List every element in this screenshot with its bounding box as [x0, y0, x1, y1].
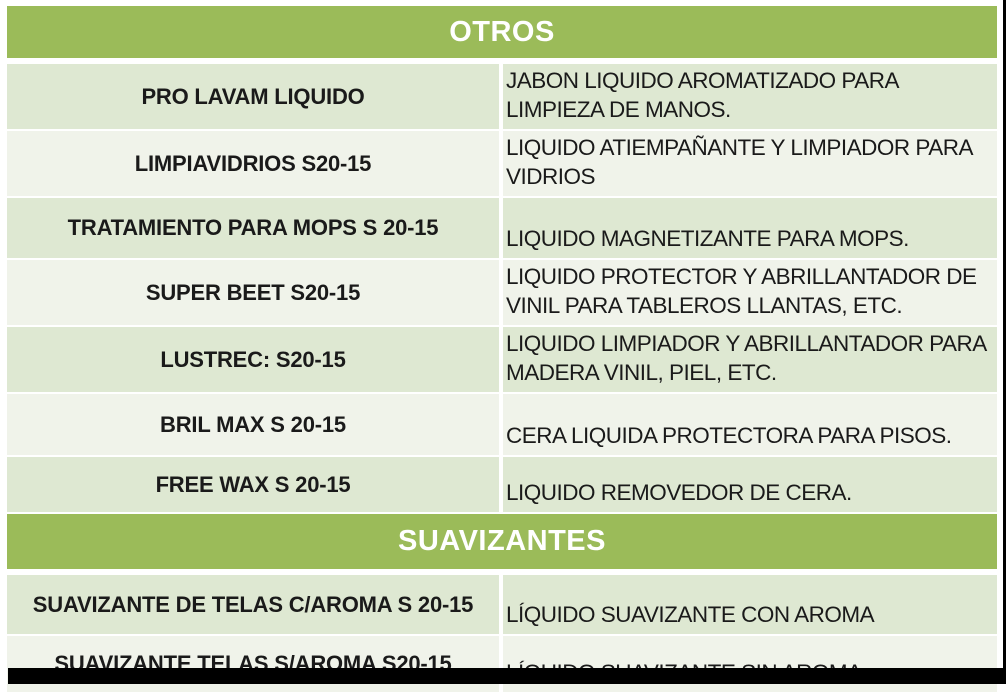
table-row: SUAVIZANTE DE TELAS C/AROMA S 20-15 LÍQU… [7, 575, 997, 634]
product-name-cell: PRO LAVAM LIQUIDO [7, 64, 499, 129]
table-row: SUAVIZANTE TELAS S/AROMA S20-15 LÍQUIDO … [7, 636, 997, 692]
section-header-otros: OTROS [7, 6, 997, 58]
product-name-cell: LIMPIAVIDRIOS S20-15 [7, 131, 499, 196]
product-name-cell: TRATAMIENTO PARA MOPS S 20-15 [7, 198, 499, 258]
table-row: BRIL MAX S 20-15 CERA LIQUIDA PROTECTORA… [7, 394, 997, 455]
screenshot-right-edge-bar [1003, 0, 1006, 684]
product-description-cell: LIQUIDO REMOVEDOR DE CERA. [503, 457, 997, 512]
table-row: LUSTREC: S20-15 LIQUIDO LIMPIADOR Y ABRI… [7, 327, 997, 392]
product-description-cell: CERA LIQUIDA PROTECTORA PARA PISOS. [503, 394, 997, 455]
product-name-cell: SUAVIZANTE DE TELAS C/AROMA S 20-15 [7, 575, 499, 634]
screenshot-bottom-edge-bar [8, 668, 1006, 684]
product-description-cell: LIQUIDO MAGNETIZANTE PARA MOPS. [503, 198, 997, 258]
table-row: SUPER BEET S20-15 LIQUIDO PROTECTOR Y AB… [7, 260, 997, 325]
product-description-cell: JABON LIQUIDO AROMATIZADO PARA LIMPIEZA … [503, 64, 997, 129]
product-description-cell: LÍQUIDO SUAVIZANTE CON AROMA [503, 575, 997, 634]
product-table: OTROS PRO LAVAM LIQUIDO JABON LIQUIDO AR… [7, 6, 997, 694]
table-row: PRO LAVAM LIQUIDO JABON LIQUIDO AROMATIZ… [7, 64, 997, 129]
section-header-suavizantes: SUAVIZANTES [7, 514, 997, 569]
product-description: LIQUIDO REMOVEDOR DE CERA. [506, 480, 852, 505]
table-row: FREE WAX S 20-15 LIQUIDO REMOVEDOR DE CE… [7, 457, 997, 512]
product-name-cell: LUSTREC: S20-15 [7, 327, 499, 392]
table-row: TRATAMIENTO PARA MOPS S 20-15 LIQUIDO MA… [7, 198, 997, 258]
product-description: LIQUIDO MAGNETIZANTE PARA MOPS. [506, 226, 909, 251]
table-row: LIMPIAVIDRIOS S20-15 LIQUIDO ATIEMPAÑANT… [7, 131, 997, 196]
product-description: LIQUIDO ATIEMPAÑANTE Y LIMPIADOR PARA VI… [506, 135, 972, 189]
product-description: LIQUIDO LIMPIADOR Y ABRILLANTADOR PARA M… [506, 331, 986, 385]
product-description: CERA LIQUIDA PROTECTORA PARA PISOS. [506, 423, 952, 448]
product-name-cell: SUPER BEET S20-15 [7, 260, 499, 325]
product-name-cell: BRIL MAX S 20-15 [7, 394, 499, 455]
product-description-cell: LIQUIDO ATIEMPAÑANTE Y LIMPIADOR PARA VI… [503, 131, 997, 196]
product-name-cell: FREE WAX S 20-15 [7, 457, 499, 512]
product-description-cell: LIQUIDO LIMPIADOR Y ABRILLANTADOR PARA M… [503, 327, 997, 392]
product-description: JABON LIQUIDO AROMATIZADO PARA LIMPIEZA … [506, 68, 898, 122]
product-description-cell: LIQUIDO PROTECTOR Y ABRILLANTADOR DE VIN… [503, 260, 997, 325]
product-description: LIQUIDO PROTECTOR Y ABRILLANTADOR DE VIN… [506, 264, 977, 318]
product-description: LÍQUIDO SUAVIZANTE CON AROMA [506, 602, 875, 627]
